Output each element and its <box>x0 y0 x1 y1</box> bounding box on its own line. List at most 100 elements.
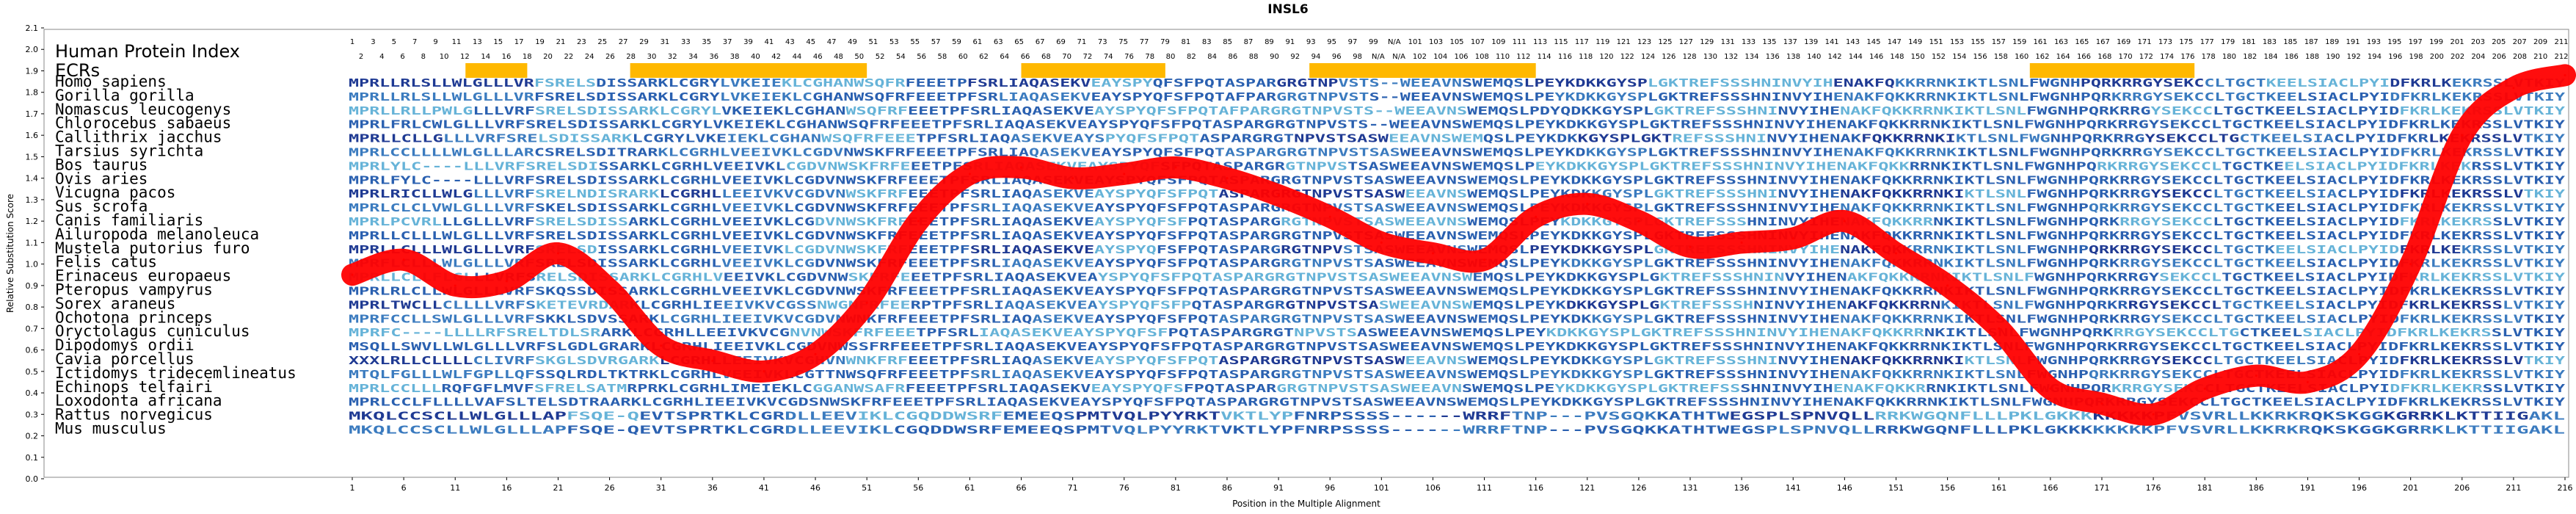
hpi-row1-label: 103 <box>1429 38 1443 46</box>
hpi-row2-label: 122 <box>1620 53 1634 61</box>
species-sequence: MPRLCCLFLLLL VAFSLT ELSDTRAARKLC GRHLIE EIVK… <box>349 396 2565 409</box>
sequence-segment: SRELSDISSARK <box>535 229 659 242</box>
sequence-segment: EMQSLPEYK <box>1472 298 1566 311</box>
curve-point <box>1123 173 1126 175</box>
y-tick-label: 1.7 <box>26 109 39 119</box>
y-axis: 0.0 0.1 0.2 0.3 0.4 0.5 0.6 0.7 0.8 0.9 1.0 1.1 1.2 1… <box>26 23 44 484</box>
hpi-row2-label: 178 <box>2202 53 2216 61</box>
species-sequence: MPRLLRLLPWLG LLLVRF SRELSDISSARK LCGRYL VKEI… <box>349 104 2565 117</box>
hpi-row1-label: 73 <box>1098 38 1107 46</box>
sequence-segment: FKRLKEKRSSLV <box>2399 312 2523 325</box>
sequence-segment: SSQLRD <box>535 368 597 381</box>
x-tick-label: 191 <box>2300 483 2315 493</box>
curve-point <box>763 370 765 373</box>
hpi-row1-label: 43 <box>785 38 795 46</box>
sequence-segment: KGYSPL <box>1591 312 1653 325</box>
sequence-segment: LLLWLFGPLLQF <box>411 368 535 381</box>
sequence-segment: EEETPFSRL <box>908 257 1001 270</box>
sequence-segment: ASWEEAVNS <box>1374 173 1467 187</box>
species-sequence: MPRLCCLLL RQFGFLMVF SFRELSATM RPRKLCGRH LIME… <box>349 382 2565 395</box>
sequence-segment: GTNPVSTSA <box>1285 298 1379 311</box>
sequence-segment: CGQDDWSRF <box>894 424 1003 437</box>
sequence-segment: NVYIHE <box>1778 312 1840 325</box>
sequence-segment: YSPYQFSFP <box>1098 298 1192 311</box>
sequence-segment: PQTASPARG <box>1187 215 1281 228</box>
sequence-segment: FSRLIAQASEKV <box>967 76 1091 90</box>
sequence-segment: LTGCTKEEL <box>2213 173 2306 187</box>
hpi-row1-label: 91 <box>1285 38 1295 46</box>
sequence-segment: IKTLSN <box>1957 146 2018 159</box>
hpi-row2-label: 192 <box>2347 53 2361 61</box>
hpi-row1-label: 199 <box>2429 38 2443 46</box>
hpi-row2-label: 32 <box>668 53 677 61</box>
curve-point <box>1328 215 1331 218</box>
hpi-row2-label: 56 <box>917 53 926 61</box>
sequence-segment: LSIACLPYI <box>2297 90 2390 104</box>
sequence-segment: PEYKDKKGYSPL <box>1529 368 1653 381</box>
sequence-segment: KRSSLVTKIY <box>2462 368 2565 381</box>
sequence-segment: PYQFSFPQT <box>1105 132 1200 145</box>
sequence-segment: YSEKCC <box>2151 312 2213 325</box>
curve-point <box>1843 220 1846 222</box>
sequence-segment: SSLVTKIY <box>2483 382 2565 395</box>
sequence-segment: YSEKCCLTG <box>2144 132 2239 145</box>
sequence-segment: AYSPYQ <box>1094 201 1157 214</box>
species-name: Cavia porcellus <box>55 350 194 368</box>
sequence-segment: SPRTKLCGR <box>676 424 786 437</box>
sequence-segment: SHNINVYIH <box>1740 90 1833 104</box>
hpi-row2-label: 82 <box>1187 53 1196 61</box>
sequence-segment: VRLLKKRKR <box>2202 424 2312 437</box>
hpi-row1-label: 167 <box>2096 38 2110 46</box>
sequence-segment: AKL <box>2528 424 2565 437</box>
sequence-segment: LTGCTKEELSIA <box>2213 187 2337 200</box>
sequence-segment: YSPYQF <box>1098 118 1160 131</box>
sequence-segment: VEEIVK <box>721 285 784 298</box>
sequence-segment: IY <box>2544 396 2565 409</box>
sequence-segment: TASPAR <box>1215 146 1278 159</box>
hpi-row1-label: 119 <box>1596 38 1609 46</box>
sequence-segment: FWGNHPQRKRRG <box>2026 229 2150 242</box>
x-tick-label: 11 <box>450 483 460 493</box>
ecr-bar <box>465 63 528 78</box>
sequence-segment: KRRGYSEKC <box>2111 90 2204 104</box>
sequence-segment: REFSSSHNI <box>1672 132 1767 145</box>
sequence-segment: GKTREFSSS <box>1653 257 1747 270</box>
sequence-segment: EEAVNS <box>1405 312 1467 325</box>
sequence-segment: TREFSSSHNINV <box>1666 396 1791 409</box>
sequence-segment: KTREFS <box>1659 118 1722 131</box>
sequence-segment: SRELSDISSARK <box>535 104 659 117</box>
hpi-row1-label: 131 <box>1721 38 1735 46</box>
sequence-segment: LTGCTKEEL <box>2213 257 2306 270</box>
x-tick-label: 151 <box>1888 483 1904 493</box>
sequence-segment: LLLVRFSRE <box>443 132 538 145</box>
sequence-segment: CGHANWSQFRFE <box>785 118 910 131</box>
x-tick-label: 6 <box>401 483 407 493</box>
sequence-segment: GTNPVSTSA <box>1285 340 1379 353</box>
sequence-segment: LLLWLGLLLVRF <box>411 243 535 256</box>
sequence-segment: LTGCTK <box>2213 285 2275 298</box>
sequence-segment: EEETPFSRLIAQ <box>908 229 1032 242</box>
sequence-segment: CLVWLGLLLVRF <box>411 201 535 214</box>
sequence-segment: VKTLYPFNR <box>1220 424 1331 437</box>
hpi-row2-label: 108 <box>1475 53 1489 61</box>
sequence-segment: SARKLCGRY <box>627 90 719 104</box>
y-tick-label: 0.9 <box>26 281 39 291</box>
sequence-segment: QRKRRGYSEKCC <box>2089 285 2213 298</box>
sequence-segment: FEEETPFSRLIA <box>906 146 1030 159</box>
sequence-segment: RRGYSEKCC <box>2120 173 2213 187</box>
sequence-segment: GTNPVS <box>1285 118 1347 131</box>
sequence-segment: FSQE-Q <box>567 410 639 423</box>
sequence-segment: AYSPYQ <box>1094 243 1157 256</box>
sequence-segment: EMEEQSPMT <box>1003 424 1112 437</box>
hpi-row1-label: 25 <box>597 38 607 46</box>
hpi-row1-label: 113 <box>1533 38 1547 46</box>
curve-point <box>2564 73 2566 76</box>
hpi-row1-label: 47 <box>827 38 837 46</box>
sequence-segment: SPARGR <box>1223 271 1287 284</box>
sequence-segment: LVTKIY <box>2503 340 2565 353</box>
hpi-row2-label: 190 <box>2326 53 2340 61</box>
sequence-segment: LSLLWLGLLLVR <box>410 76 535 90</box>
hpi-row1-label: 147 <box>1888 38 1902 46</box>
sequence-segment: --WRRFTNP <box>1438 424 1548 437</box>
